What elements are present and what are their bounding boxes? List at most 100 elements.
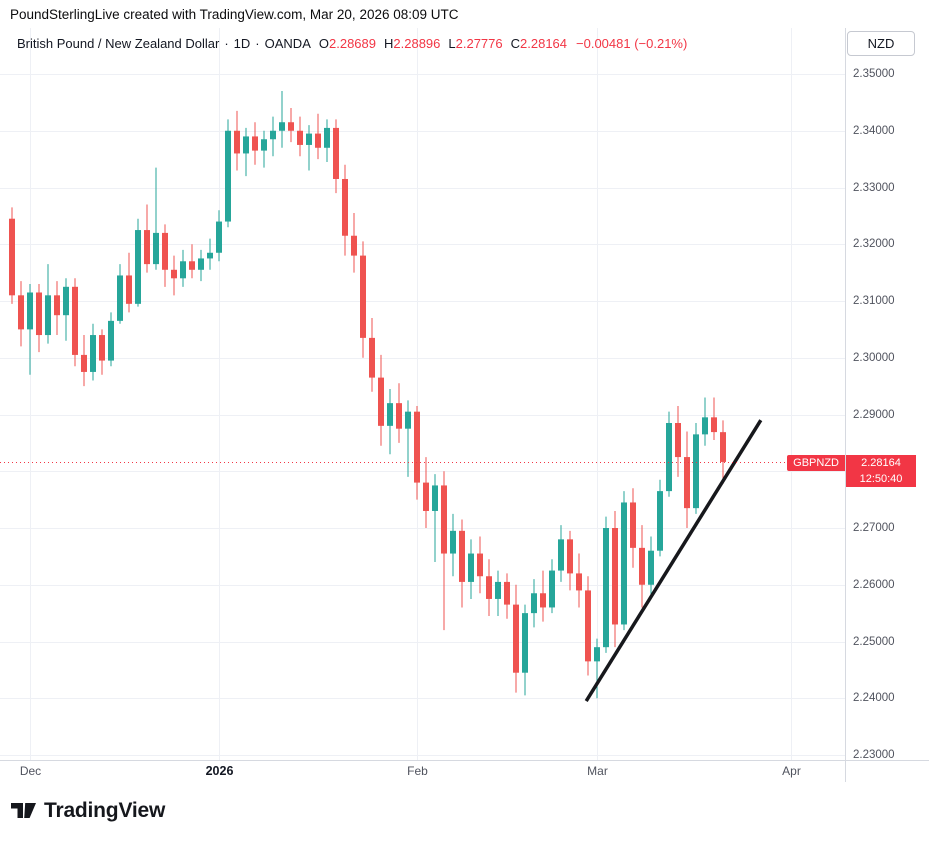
bar-countdown-badge: 12:50:40 — [846, 470, 916, 487]
tradingview-brand-text: TradingView — [44, 799, 166, 822]
attribution-text: PoundSterlingLive created with TradingVi… — [10, 7, 459, 22]
tradingview-logo[interactable]: TradingView — [10, 799, 165, 823]
candle-body — [315, 133, 321, 148]
price-axis-label: 2.31000 — [853, 294, 895, 307]
candle-body — [711, 417, 717, 433]
candle-body — [648, 550, 654, 585]
candle-body — [153, 232, 159, 265]
candle-body — [387, 403, 393, 426]
candle-body — [144, 230, 150, 265]
candle-body — [36, 292, 42, 336]
candle-body — [261, 139, 267, 151]
candle-body — [585, 590, 591, 662]
candle-body — [396, 403, 402, 429]
candle-body — [180, 261, 186, 279]
candle-body — [72, 286, 78, 355]
candle-body — [441, 485, 447, 554]
candle-body — [612, 528, 618, 625]
price-axis-label: 2.35000 — [853, 67, 895, 80]
candle-body — [468, 553, 474, 582]
candle-body — [342, 178, 348, 236]
candle-body — [603, 528, 609, 648]
candle-body — [567, 539, 573, 574]
price-axis-label: 2.26000 — [853, 578, 895, 591]
time-axis-label: 2026 — [205, 764, 234, 778]
candle-body — [360, 255, 366, 338]
symbol-title[interactable]: British Pound / New Zealand Dollar — [17, 36, 220, 51]
candle-body — [576, 573, 582, 591]
candle-body — [639, 547, 645, 585]
time-axis-label: Feb — [407, 764, 428, 778]
price-axis-label: 2.27000 — [853, 521, 895, 534]
time-axis-label: Mar — [587, 764, 608, 778]
candle-body — [234, 130, 240, 154]
candle-body — [189, 261, 195, 270]
candle-body — [369, 337, 375, 378]
candle-body — [207, 252, 213, 259]
price-axis-label: 2.25000 — [853, 635, 895, 648]
price-axis-label: 2.33000 — [853, 181, 895, 194]
chart-legend: British Pound / New Zealand Dollar · 1D … — [17, 36, 687, 51]
candle-body — [594, 647, 600, 662]
candle-body — [198, 258, 204, 270]
candle-body — [54, 295, 60, 316]
trend-line[interactable] — [584, 419, 763, 703]
candle-body — [675, 423, 681, 458]
candle-body — [684, 457, 690, 509]
price-axis-label: 2.23000 — [853, 748, 895, 761]
candle-body — [225, 130, 231, 222]
currency-label[interactable]: NZD — [847, 31, 915, 56]
candle-body — [486, 576, 492, 599]
candle-body — [81, 354, 87, 372]
tradingview-logo-icon — [11, 803, 36, 818]
candle-body — [27, 292, 33, 330]
candle-body — [378, 377, 384, 426]
candle-body — [117, 275, 123, 321]
candle-body — [693, 434, 699, 509]
ohlc-close: C2.28164 — [510, 36, 568, 51]
candle-body — [279, 122, 285, 131]
ohlc-low: L2.27776 — [448, 36, 503, 51]
candle-body — [333, 127, 339, 179]
candle-body — [621, 502, 627, 625]
legend-separator: · — [224, 36, 229, 51]
candle-body — [9, 218, 15, 296]
candle-body — [720, 432, 726, 462]
candle-body — [162, 232, 168, 270]
candle-body — [558, 539, 564, 571]
candle-body — [126, 275, 132, 304]
candle-body — [252, 136, 258, 151]
candle-body — [549, 570, 555, 608]
candle-body — [297, 130, 303, 145]
price-line-symbol-badge: GBPNZD — [787, 454, 845, 471]
price-change: −0.00481 (−0.21%) — [576, 36, 688, 51]
candle-body — [477, 553, 483, 577]
candle-body — [630, 502, 636, 548]
candle-body — [216, 221, 222, 253]
candle-body — [90, 335, 96, 372]
current-price-badge: 2.28164 — [846, 454, 916, 471]
time-axis-label: Dec — [19, 764, 42, 778]
candle-body — [18, 295, 24, 330]
candle-body — [540, 593, 546, 608]
candle-body — [522, 613, 528, 673]
candle-body — [702, 417, 708, 435]
ohlc-open: O2.28689 — [318, 36, 376, 51]
candle-body — [99, 335, 105, 361]
candle-body — [414, 411, 420, 483]
candle-body — [405, 411, 411, 429]
ohlc-high: H2.28896 — [384, 36, 441, 51]
price-axis-label: 2.29000 — [853, 408, 895, 421]
candle-body — [45, 295, 51, 336]
price-axis-label: 2.24000 — [853, 691, 895, 704]
candle-body — [351, 235, 357, 256]
price-axis-label: 2.30000 — [853, 351, 895, 364]
candle-body — [459, 530, 465, 582]
price-axis-label: 2.34000 — [853, 124, 895, 137]
candle-body — [243, 136, 249, 154]
interval-label[interactable]: 1D — [233, 36, 251, 51]
candle-body — [450, 530, 456, 554]
candle-body — [171, 269, 177, 279]
